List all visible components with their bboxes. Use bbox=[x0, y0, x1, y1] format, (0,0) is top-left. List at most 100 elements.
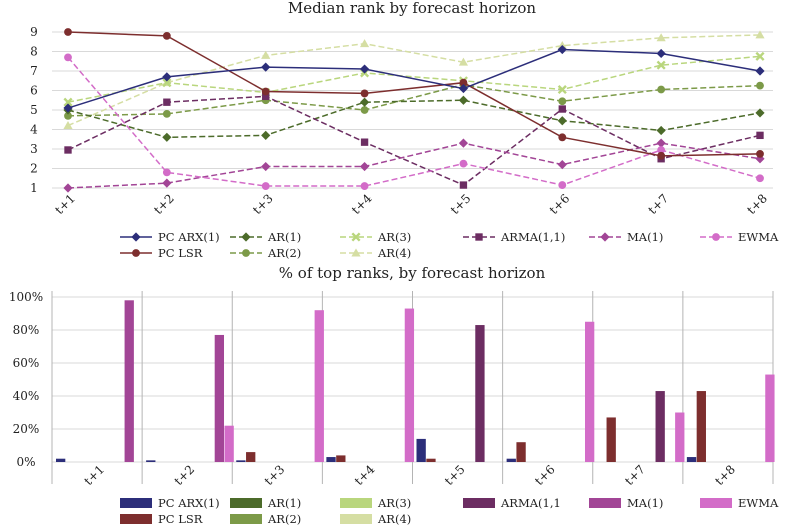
line-ma bbox=[67, 142, 761, 189]
legend-label: PC LSR bbox=[158, 512, 203, 526]
bottom-x-tick-label: t+8 bbox=[712, 462, 738, 488]
legend-marker bbox=[132, 249, 140, 257]
top-y-tick-label: 8 bbox=[30, 45, 38, 59]
top-series-ewma bbox=[64, 53, 764, 190]
top-series-ar1 bbox=[63, 95, 765, 142]
point-pc_arx bbox=[63, 103, 73, 113]
point-ar3-stroke-b bbox=[557, 84, 567, 95]
legend-marker bbox=[241, 232, 251, 242]
legend-label: AR(2) bbox=[267, 512, 301, 526]
point-ma bbox=[63, 183, 73, 193]
bar-series-ma bbox=[124, 300, 225, 462]
top-legend-item-ar1: AR(1) bbox=[230, 230, 301, 244]
point-ar4 bbox=[656, 33, 666, 42]
bar-series-ewma bbox=[224, 308, 775, 462]
point-ar2 bbox=[360, 106, 369, 114]
point-ar1 bbox=[261, 130, 271, 140]
point-ar4 bbox=[458, 57, 469, 66]
top-y-tick-label: 4 bbox=[30, 123, 38, 137]
bar-pc_arx bbox=[686, 457, 697, 462]
point-ar3 bbox=[656, 60, 666, 70]
point-ar4 bbox=[755, 30, 765, 39]
point-ewma bbox=[261, 182, 270, 190]
legend-swatch bbox=[230, 498, 262, 508]
bar-ewma bbox=[224, 425, 234, 462]
point-pc_arx bbox=[261, 62, 271, 72]
bar-ewma bbox=[675, 412, 685, 462]
bottom-x-ticks: t+1 t+2 t+3 t+4 t+5 t+6 t+7 t+8 bbox=[81, 462, 738, 488]
top-x-tick-label: t+2 bbox=[151, 191, 177, 217]
bottom-legend-item-ar1: AR(1) bbox=[230, 496, 301, 510]
point-pc_lsr bbox=[558, 133, 567, 142]
bottom-y-tick-label: 60% bbox=[13, 356, 40, 370]
point-ewma bbox=[756, 174, 764, 183]
bar-pc_lsr bbox=[606, 417, 616, 462]
top-x-tick-label: t+1 bbox=[52, 191, 78, 217]
legend-swatch bbox=[340, 514, 372, 524]
top-series-group bbox=[63, 28, 765, 193]
line-arma bbox=[67, 95, 761, 186]
legend-marker-stroke-b bbox=[351, 232, 361, 242]
point-pc_arx bbox=[755, 66, 765, 76]
point-ma bbox=[458, 138, 469, 148]
line-ewma bbox=[67, 56, 761, 187]
legend-label: AR(4) bbox=[377, 246, 411, 260]
bar-pc_lsr bbox=[246, 452, 256, 462]
bar-pc_arx bbox=[326, 457, 336, 462]
top-x-tick-label: t+5 bbox=[448, 191, 474, 217]
top-y-tick-label: 3 bbox=[30, 142, 38, 156]
legend-label: AR(3) bbox=[377, 230, 411, 244]
legend-marker bbox=[242, 249, 250, 257]
legend-swatch bbox=[230, 514, 262, 524]
legend-label: PC LSR bbox=[158, 246, 203, 260]
point-ar1 bbox=[656, 125, 666, 136]
point-pc_arx bbox=[458, 83, 469, 94]
bar-ma bbox=[124, 300, 134, 462]
top-chart-grid bbox=[52, 31, 773, 189]
line-ar1 bbox=[67, 99, 761, 139]
top-y-tick-label: 5 bbox=[30, 103, 38, 117]
bar-pc_lsr bbox=[516, 442, 526, 462]
point-ma bbox=[162, 178, 172, 188]
point-ar2 bbox=[756, 81, 764, 90]
bottom-x-tick-label: t+5 bbox=[442, 462, 468, 488]
bottom-y-tick-label: 0% bbox=[16, 455, 35, 469]
point-ar3-stroke-b bbox=[63, 97, 73, 107]
bottom-legend-item-ar2: AR(2) bbox=[230, 512, 301, 526]
bar-pc_arx bbox=[146, 460, 156, 462]
legend-swatch bbox=[340, 498, 372, 508]
legend-marker bbox=[600, 232, 610, 242]
point-ma bbox=[656, 138, 666, 148]
top-series-pc_lsr bbox=[64, 28, 764, 160]
top-legend-item-ar2: AR(2) bbox=[230, 246, 301, 260]
bar-ewma bbox=[314, 310, 324, 462]
point-pc_lsr bbox=[162, 31, 171, 40]
bar-ewma bbox=[584, 321, 595, 462]
bottom-legend-item-pc_arx: PC ARX(1) bbox=[120, 496, 220, 510]
point-pc_lsr bbox=[261, 87, 270, 96]
top-legend-item-ar3: AR(3) bbox=[340, 230, 411, 244]
point-ar1 bbox=[162, 132, 172, 142]
point-arma bbox=[459, 181, 468, 189]
legend-marker bbox=[351, 232, 361, 242]
point-pc_arx bbox=[656, 48, 666, 59]
bar-pc_arx bbox=[236, 460, 246, 462]
point-ma bbox=[359, 161, 370, 172]
legend-marker bbox=[351, 248, 361, 257]
point-ewma bbox=[64, 53, 72, 62]
point-ar1 bbox=[458, 95, 469, 105]
top-y-tick-label: 2 bbox=[30, 162, 38, 176]
top-x-tick-label: t+8 bbox=[744, 191, 770, 217]
bottom-x-tick-label: t+6 bbox=[532, 462, 558, 488]
point-ar2 bbox=[657, 85, 666, 94]
point-arma bbox=[262, 92, 270, 101]
point-ar3 bbox=[557, 84, 567, 95]
point-arma bbox=[163, 98, 171, 106]
line-pc_lsr bbox=[67, 31, 761, 157]
point-ar3 bbox=[162, 78, 172, 88]
bottom-x-tick-label: t+7 bbox=[622, 462, 648, 488]
top-legend-item-arma: ARMA(1,1) bbox=[463, 230, 565, 244]
line-ar2 bbox=[67, 83, 761, 117]
legend-label: EWMA bbox=[738, 496, 779, 510]
legend-swatch bbox=[700, 498, 732, 508]
